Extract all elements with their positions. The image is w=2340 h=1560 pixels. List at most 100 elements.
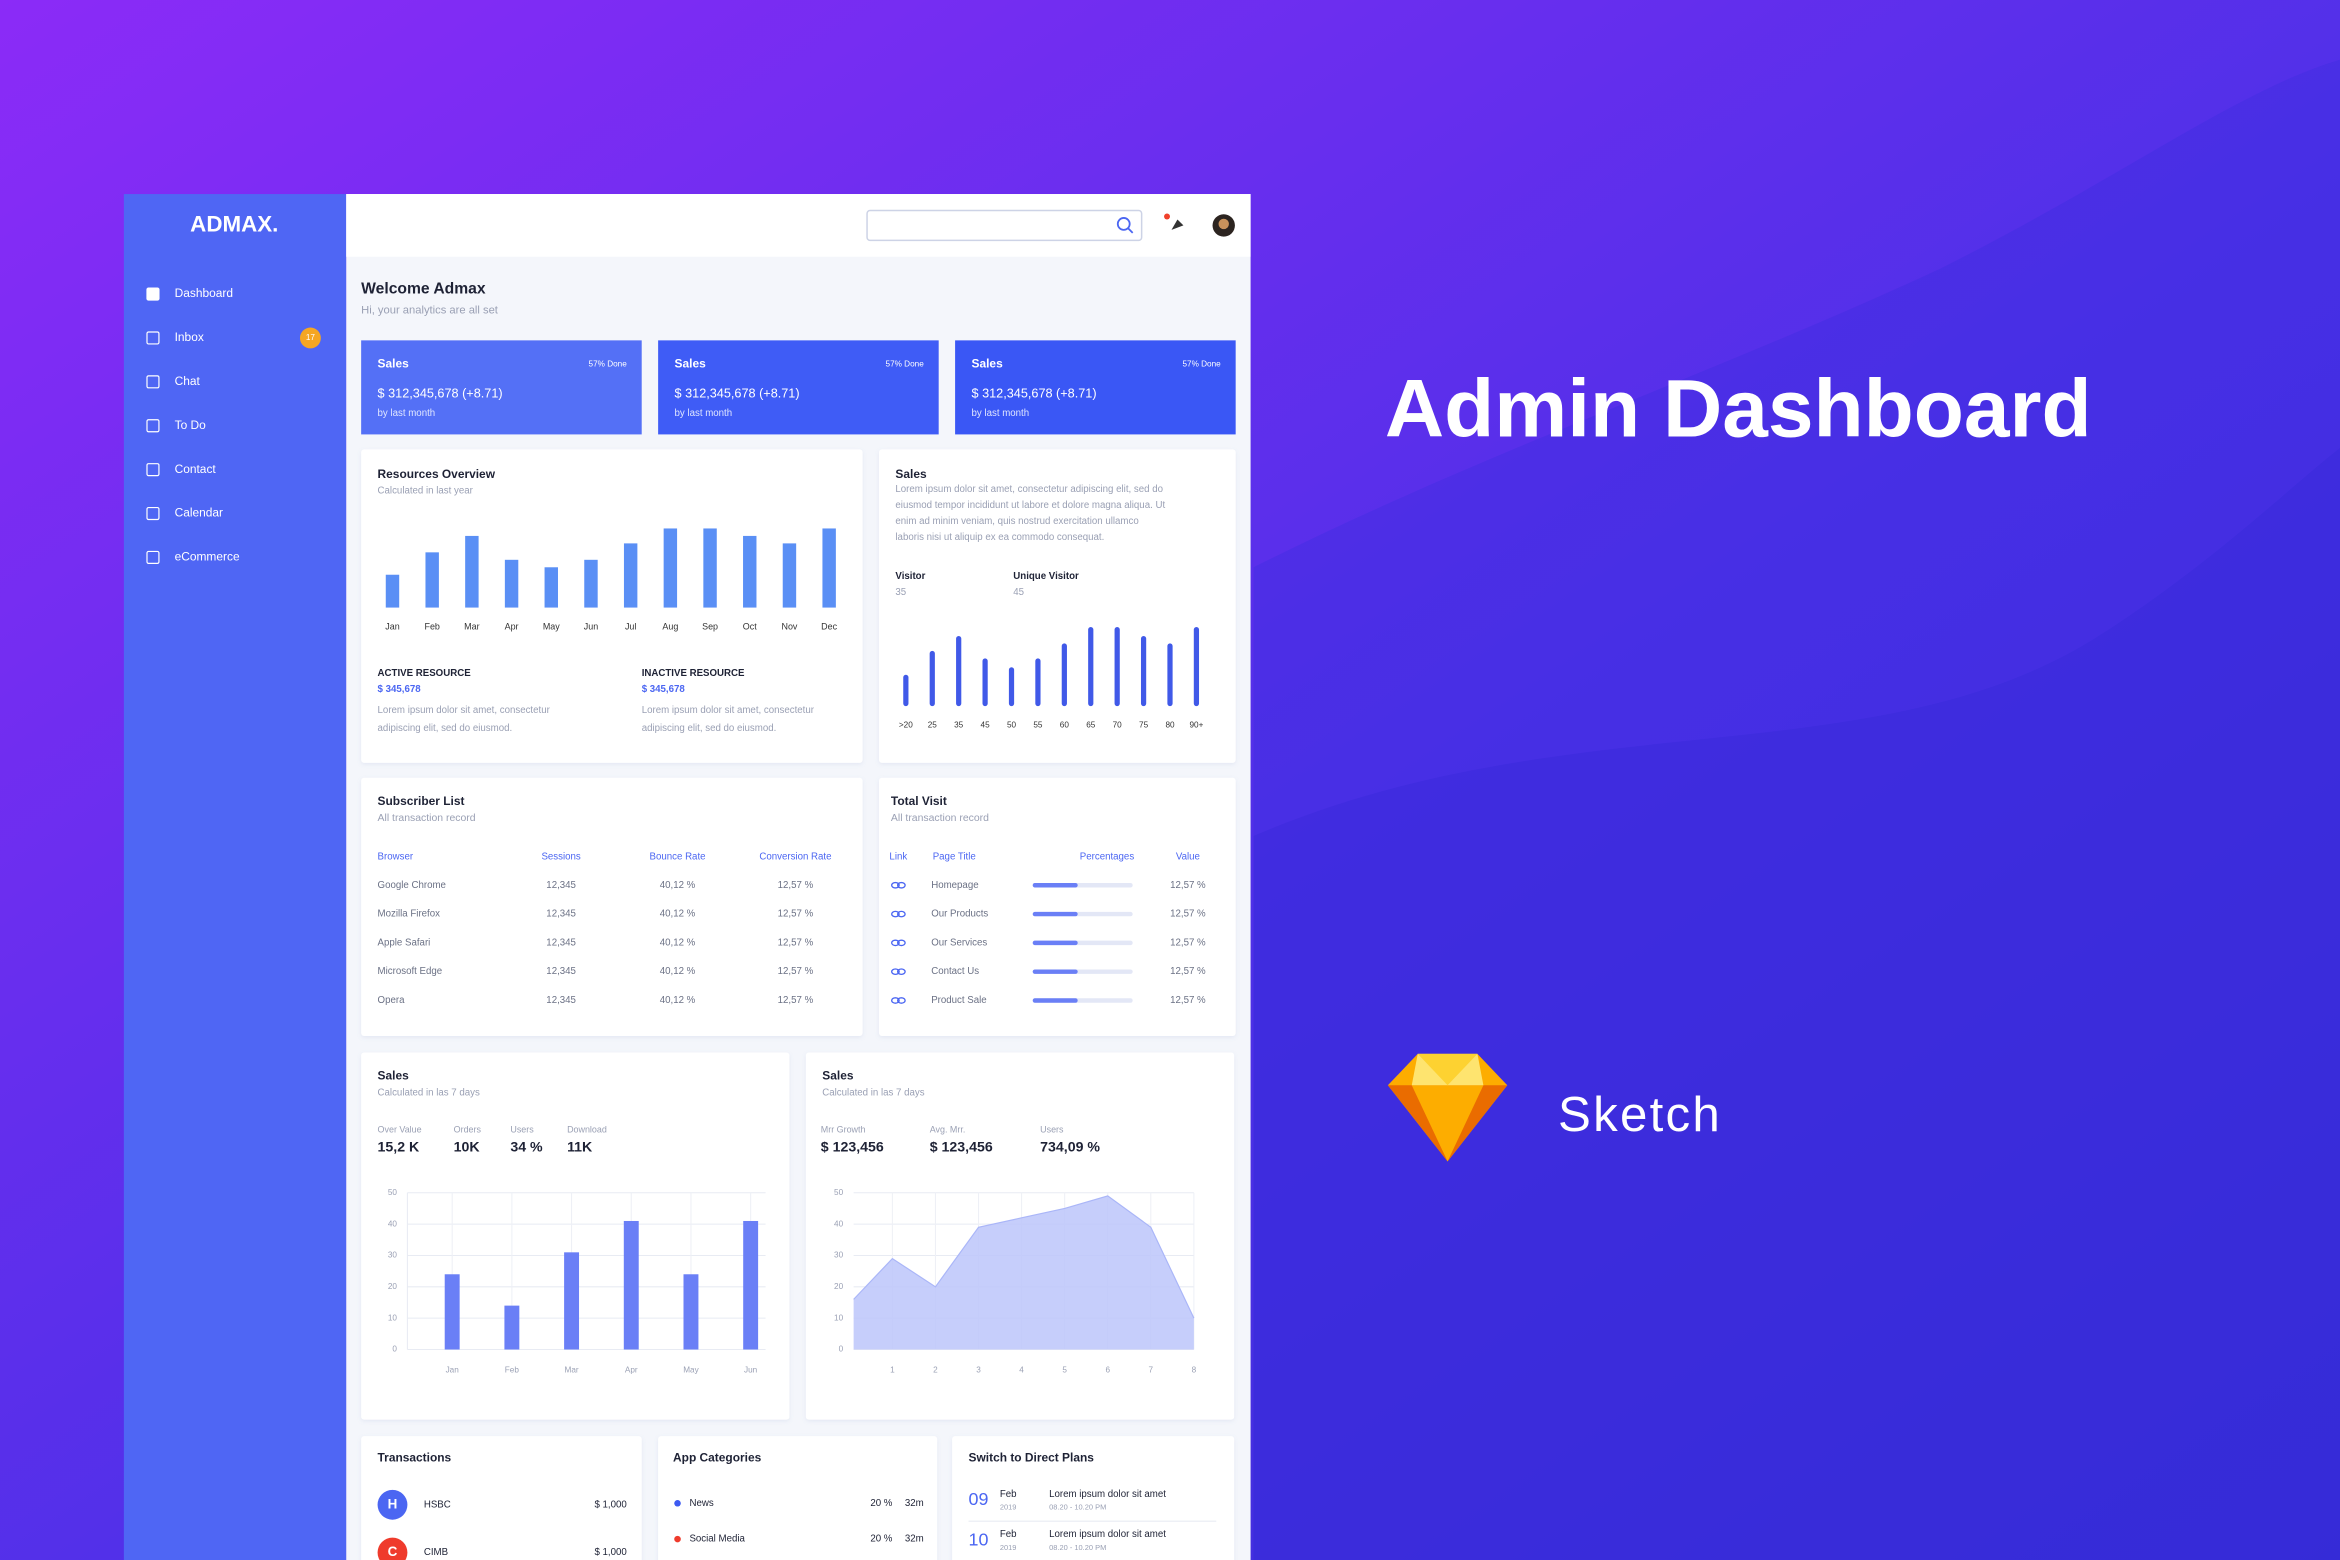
resource-value: $ 345,678 [642, 684, 686, 695]
card-text: enim ad minim veniam, quis nostrud exerc… [895, 516, 1138, 527]
y-tick-label: 10 [388, 1313, 398, 1322]
search-icon [1127, 227, 1134, 234]
stat-label: Over Value [378, 1124, 422, 1134]
card-subtitle: All transaction record [378, 813, 476, 824]
resource-text: Lorem ipsum dolor sit amet, consectetur [642, 705, 815, 716]
card-title: Sales [822, 1068, 854, 1082]
table-cell: 12,57 % [778, 995, 814, 1006]
link-icon [896, 939, 906, 947]
card-subtitle: All transaction record [891, 813, 989, 824]
category-dot [674, 1535, 681, 1543]
plan-time: 08.20 - 10.20 PM [1049, 1543, 1106, 1552]
menu-label[interactable]: Calendar [175, 506, 223, 520]
card [361, 777, 863, 1037]
table-cell: 12,57 % [1170, 880, 1206, 891]
bar [623, 1220, 639, 1350]
stat-card [361, 340, 642, 435]
bar [584, 559, 598, 608]
category-label: 60 [1060, 721, 1070, 730]
menu-label[interactable]: eCommerce [175, 550, 240, 564]
table-cell: 40,12 % [660, 880, 696, 891]
menu-label[interactable]: Contact [175, 462, 217, 476]
column-header: Percentages [1080, 851, 1135, 862]
logo-shape [1417, 1053, 1478, 1086]
menu-icon [146, 375, 160, 389]
y-tick-label: 40 [388, 1219, 398, 1228]
menu-label[interactable]: Inbox [175, 330, 204, 344]
bank-avatar [377, 1537, 408, 1560]
menu-label[interactable]: Chat [175, 374, 201, 388]
table-cell: 12,345 [546, 909, 576, 920]
link-icon[interactable] [891, 939, 900, 947]
table-cell: Our Products [931, 909, 988, 920]
category-label: 35 [954, 721, 964, 730]
stat-amount: $ 312,345,678 (+8.71) [972, 386, 1097, 400]
card [952, 1436, 1235, 1560]
table-cell: Product Sale [931, 995, 986, 1006]
bar [956, 635, 962, 707]
notification-icon[interactable] [1171, 219, 1184, 230]
link-icon[interactable] [891, 968, 900, 976]
table-cell: Microsoft Edge [378, 966, 443, 977]
table-cell: 12,345 [546, 966, 576, 977]
y-tick-label: 40 [834, 1219, 844, 1228]
category-label: 65 [1086, 721, 1096, 730]
resource-value: $ 345,678 [378, 684, 422, 695]
bar [564, 1252, 580, 1350]
link-icon[interactable] [891, 910, 900, 918]
bar [1088, 626, 1094, 707]
stat-label: Users [1040, 1124, 1064, 1134]
brand[interactable]: ADMAX. [190, 211, 278, 236]
progress-bar [1032, 998, 1078, 1003]
card [658, 1436, 938, 1560]
y-tick-label: 0 [839, 1345, 844, 1354]
progress-bar [1032, 883, 1078, 888]
x-tick-label: Mar [565, 1366, 579, 1375]
link-icon[interactable] [891, 997, 900, 1004]
column-header: Link [889, 851, 907, 862]
menu-label[interactable]: Dashboard [175, 286, 233, 300]
stat-value: 11K [567, 1140, 593, 1156]
menu-icon [146, 419, 160, 433]
amount: $ 1,000 [594, 1547, 627, 1558]
bank-name: HSBC [424, 1499, 451, 1510]
category-label: Jun [584, 621, 598, 631]
stat-note: by last month [972, 408, 1030, 419]
welcome-title: Welcome Admax [361, 281, 486, 298]
stat-note: by last month [675, 408, 733, 419]
stat-card [658, 340, 939, 435]
table-cell: 12,57 % [778, 966, 814, 977]
logo-shape [1411, 1085, 1484, 1162]
wave [1253, 447, 2340, 1560]
x-tick-label: 7 [1149, 1366, 1154, 1375]
column-header: Browser [378, 851, 414, 862]
bar [623, 543, 638, 608]
card-subtitle: Calculated in last year [378, 486, 474, 497]
progress-bar [1032, 940, 1078, 946]
bar [683, 1274, 699, 1350]
search-box[interactable] [866, 209, 1143, 242]
link-icon[interactable] [891, 881, 900, 889]
stat-title: Sales [378, 356, 410, 370]
column-header: Page Title [933, 851, 976, 862]
search-icon[interactable] [1116, 217, 1131, 231]
menu-label[interactable]: To Do [175, 418, 207, 432]
column-header: Sessions [541, 851, 580, 862]
table-cell: Homepage [931, 880, 978, 891]
stat-label: Avg. Mrr. [930, 1124, 966, 1134]
bar [1061, 643, 1067, 707]
bar [982, 658, 988, 707]
visitor-label: Visitor [895, 571, 925, 582]
card-subtitle: Calculated in las 7 days [378, 1087, 480, 1098]
category-label: >20 [899, 721, 913, 730]
bar [822, 528, 836, 608]
table-cell: 12,345 [546, 880, 576, 891]
stat-note: by last month [378, 408, 436, 419]
category-label: 55 [1033, 721, 1043, 730]
category-label: 90+ [1189, 721, 1203, 730]
card-title: Total Visit [891, 794, 947, 808]
bar [544, 567, 558, 608]
column-header: Value [1176, 851, 1200, 862]
card [361, 1436, 642, 1560]
category-label: Nov [781, 621, 797, 631]
